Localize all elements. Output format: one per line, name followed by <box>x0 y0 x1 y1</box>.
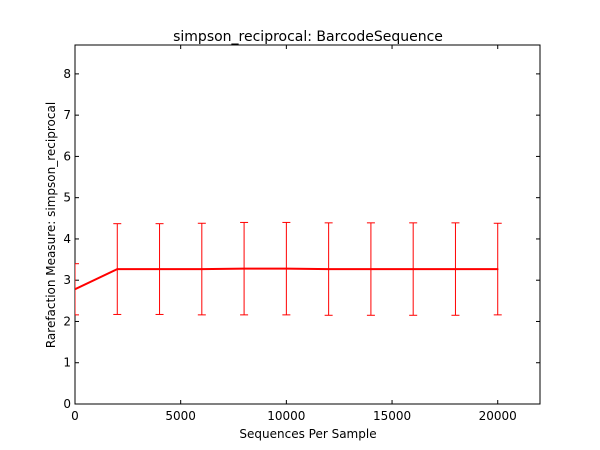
x-tick-label: 10000 <box>267 409 305 423</box>
data-point <box>75 288 76 291</box>
data-point <box>412 268 414 270</box>
y-tick-label: 4 <box>63 232 71 246</box>
data-point <box>201 268 203 270</box>
y-tick-label: 3 <box>63 273 71 287</box>
data-point <box>158 268 161 270</box>
data-point <box>116 268 119 270</box>
y-axis-label: Rarefaction Measure: simpson_reciprocal <box>44 102 58 348</box>
x-tick-label: 20000 <box>479 409 517 423</box>
y-tick-label: 7 <box>63 108 71 122</box>
y-tick-label: 2 <box>63 314 71 328</box>
data-point <box>454 268 457 270</box>
x-tick-label: 0 <box>71 409 79 423</box>
x-axis-label: Sequences Per Sample <box>239 427 376 441</box>
y-tick-label: 6 <box>63 149 71 163</box>
plot-frame <box>74 44 541 405</box>
series-group <box>75 221 502 316</box>
plot-area: 0 5000 10000 15000 20000 0 1 2 3 4 5 6 7 8 <box>63 44 541 423</box>
data-point <box>285 267 288 270</box>
data-point <box>243 267 245 270</box>
x-tick-label: 5000 <box>165 409 196 423</box>
chart-title: simpson_reciprocal: BarcodeSequence <box>173 29 443 45</box>
data-point <box>496 268 499 270</box>
data-point <box>370 268 372 270</box>
y-tick-label: 5 <box>63 191 71 205</box>
y-tick-label: 0 <box>63 397 71 411</box>
y-tick-label: 8 <box>63 67 71 81</box>
data-point <box>327 268 330 270</box>
x-tick-label: 15000 <box>373 409 411 423</box>
y-tick-label: 1 <box>63 356 71 370</box>
